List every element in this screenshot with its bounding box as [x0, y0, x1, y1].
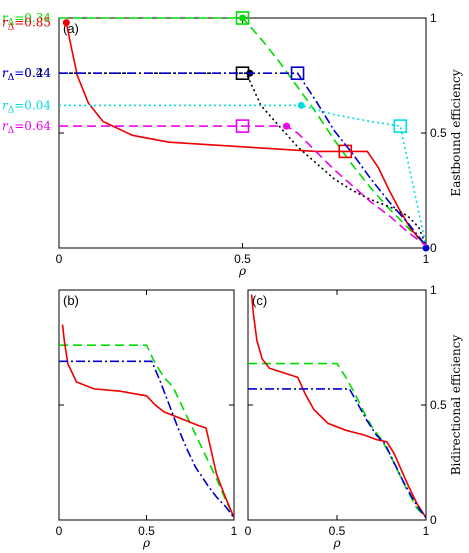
legend-entry: rΔ=0.64: [2, 119, 51, 136]
y-tick-label: 0: [430, 241, 437, 255]
panel-label: (c): [252, 293, 267, 308]
x-axis-label: ρ: [238, 264, 246, 278]
plot-frame: [247, 289, 427, 521]
y-tick-label: 0.5: [430, 126, 447, 140]
x-tick-label: 0: [56, 524, 63, 538]
legend-entry: rΔ=0.34: [2, 11, 51, 28]
legend-entry: rΔ=0.44: [2, 66, 51, 83]
data-point-dot-marker: [297, 101, 305, 109]
data-point-dot-marker: [422, 244, 430, 252]
series-line: [59, 17, 427, 247]
data-point-square-marker: [393, 119, 408, 133]
series-line: [250, 294, 427, 519]
x-axis-label: ρ: [142, 536, 150, 550]
x-tick-label: 1: [423, 524, 430, 538]
series-line: [59, 72, 427, 246]
series-line: [59, 72, 427, 247]
y-axis-label: Bidirectional efficiency: [449, 335, 463, 476]
x-tick-label: 0.5: [329, 524, 346, 538]
legend-entry: rΔ=0.24: [2, 66, 51, 83]
series-line: [61, 324, 235, 519]
plot-frame: [58, 17, 427, 249]
x-tick-label: 0.5: [138, 524, 155, 538]
data-point-square-marker: [235, 119, 250, 133]
series-line: [59, 104, 427, 246]
series-line: [65, 22, 427, 247]
y-tick-label: 1: [430, 283, 437, 297]
series-line: [248, 388, 427, 519]
data-point-dot-marker: [62, 19, 70, 27]
y-tick-label: 0: [430, 513, 437, 527]
series-line: [59, 125, 427, 247]
data-point-square-marker: [235, 11, 250, 25]
x-tick-label: 0: [245, 524, 252, 538]
x-axis-label: ρ: [332, 536, 340, 550]
series-line: [248, 362, 427, 519]
legend-entry: rΔ=0.85: [2, 16, 51, 33]
x-tick-label: 1: [423, 252, 430, 266]
x-tick-label: 0: [56, 252, 63, 266]
data-point-square-marker: [290, 66, 305, 80]
series-line: [59, 344, 235, 519]
panel-label: (b): [63, 293, 79, 308]
x-tick-label: 1: [231, 524, 238, 538]
legend-entry: rΔ=0.04: [2, 98, 51, 115]
data-point-dot-marker: [283, 122, 291, 130]
y-tick-label: 0.5: [430, 398, 447, 412]
y-axis-label: Eastbound efficiency: [449, 69, 463, 196]
y-tick-label: 1: [430, 11, 437, 25]
data-point-dot-marker: [239, 14, 246, 22]
x-tick-label: 0.5: [234, 252, 251, 266]
series-line: [59, 360, 235, 519]
